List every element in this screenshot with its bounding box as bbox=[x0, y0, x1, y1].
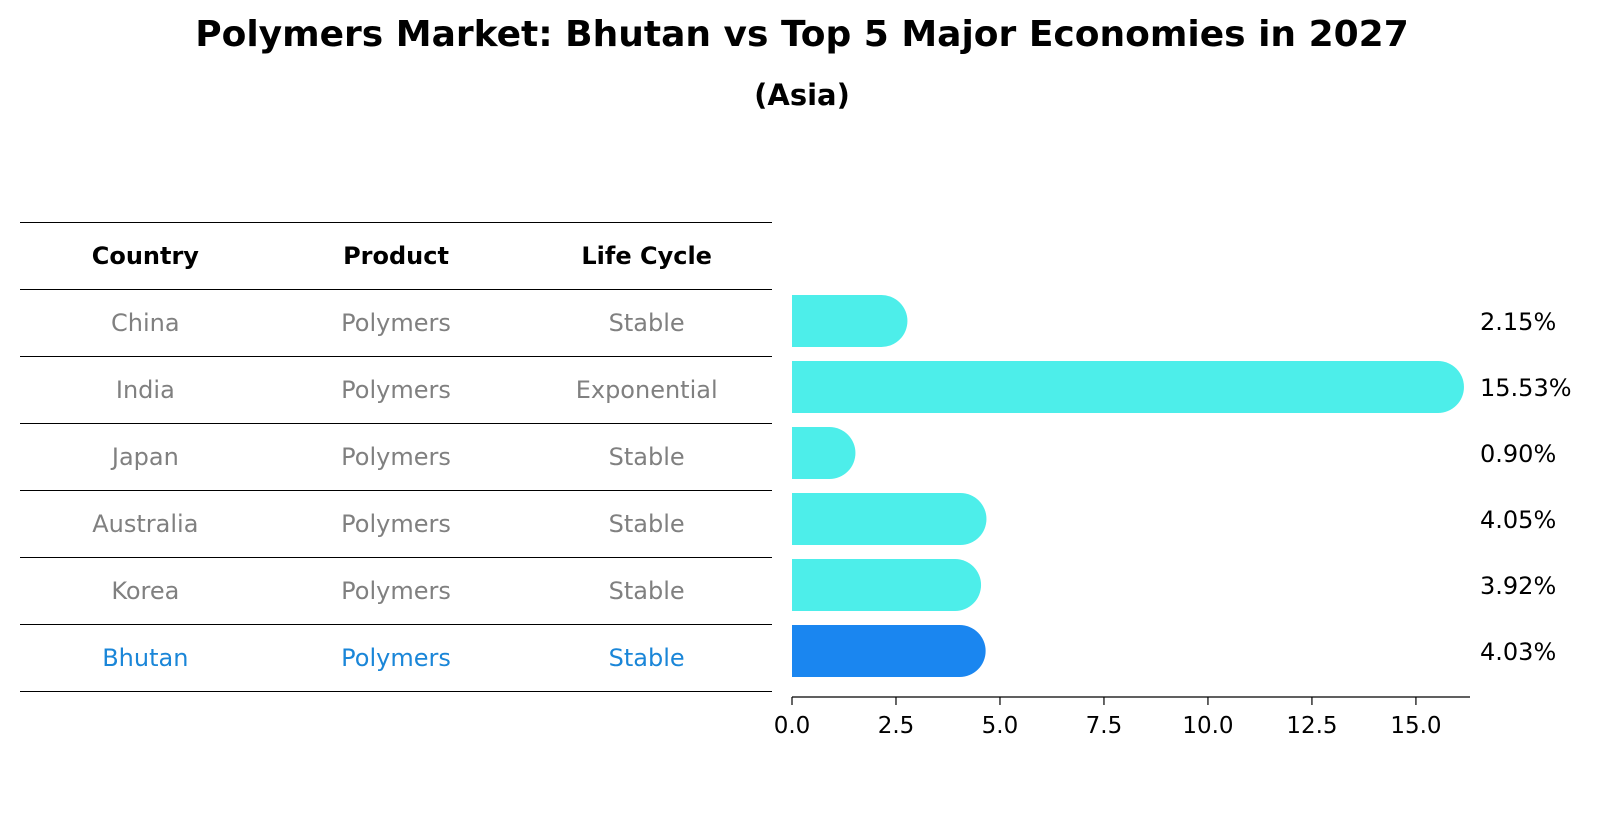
table-header-row: Country Product Life Cycle bbox=[20, 222, 772, 290]
bar-australia bbox=[792, 493, 987, 545]
header-country: Country bbox=[91, 242, 199, 270]
x-tick-label: 5.0 bbox=[982, 713, 1019, 739]
bar-bhutan bbox=[792, 625, 986, 677]
cell-country: Korea bbox=[111, 577, 180, 605]
x-tick-label: 12.5 bbox=[1286, 713, 1337, 739]
value-label: 15.53% bbox=[1480, 374, 1572, 402]
x-tick-label: 10.0 bbox=[1182, 713, 1233, 739]
table-row-highlighted: Bhutan Polymers Stable bbox=[20, 625, 772, 692]
table-row: Australia Polymers Stable bbox=[20, 491, 772, 558]
table-row: Korea Polymers Stable bbox=[20, 558, 772, 625]
cell-product: Polymers bbox=[341, 309, 451, 337]
bar-china bbox=[792, 295, 908, 347]
x-tick-label: 0.0 bbox=[774, 713, 811, 739]
cell-life-cycle: Stable bbox=[608, 577, 685, 605]
cell-country: China bbox=[111, 309, 180, 337]
value-label: 2.15% bbox=[1480, 308, 1556, 336]
cell-life-cycle: Stable bbox=[608, 510, 685, 538]
cell-product: Polymers bbox=[341, 443, 451, 471]
table-row: China Polymers Stable bbox=[20, 290, 772, 357]
cell-life-cycle: Stable bbox=[608, 309, 685, 337]
table-row: India Polymers Exponential bbox=[20, 357, 772, 424]
bar-korea bbox=[792, 559, 982, 611]
cell-country: India bbox=[115, 376, 175, 404]
x-tick-label: 15.0 bbox=[1390, 713, 1441, 739]
cell-product: Polymers bbox=[341, 644, 451, 672]
header-life-cycle: Life Cycle bbox=[581, 242, 712, 270]
cell-life-cycle: Stable bbox=[608, 644, 685, 672]
value-label: 0.90% bbox=[1480, 440, 1556, 468]
bar-japan bbox=[792, 427, 856, 479]
cell-product: Polymers bbox=[341, 510, 451, 538]
cell-country: Japan bbox=[111, 443, 179, 471]
cell-product: Polymers bbox=[341, 376, 451, 404]
chart-title: Polymers Market: Bhutan vs Top 5 Major E… bbox=[195, 14, 1409, 55]
cell-life-cycle: Stable bbox=[608, 443, 685, 471]
cell-product: Polymers bbox=[341, 577, 451, 605]
value-label: 4.05% bbox=[1480, 506, 1556, 534]
x-tick-label: 7.5 bbox=[1086, 713, 1123, 739]
cell-country: Australia bbox=[92, 510, 199, 538]
comparison-table: Country Product Life Cycle China Polymer… bbox=[20, 222, 772, 692]
table-row: Japan Polymers Stable bbox=[20, 424, 772, 491]
value-label: 3.92% bbox=[1480, 572, 1556, 600]
header-product: Product bbox=[343, 242, 449, 270]
value-label: 4.03% bbox=[1480, 638, 1556, 666]
cell-life-cycle: Exponential bbox=[575, 376, 718, 404]
x-tick-label: 2.5 bbox=[878, 713, 915, 739]
chart-subtitle: (Asia) bbox=[754, 78, 850, 112]
cell-country: Bhutan bbox=[102, 644, 189, 672]
bar-india bbox=[792, 361, 1464, 413]
